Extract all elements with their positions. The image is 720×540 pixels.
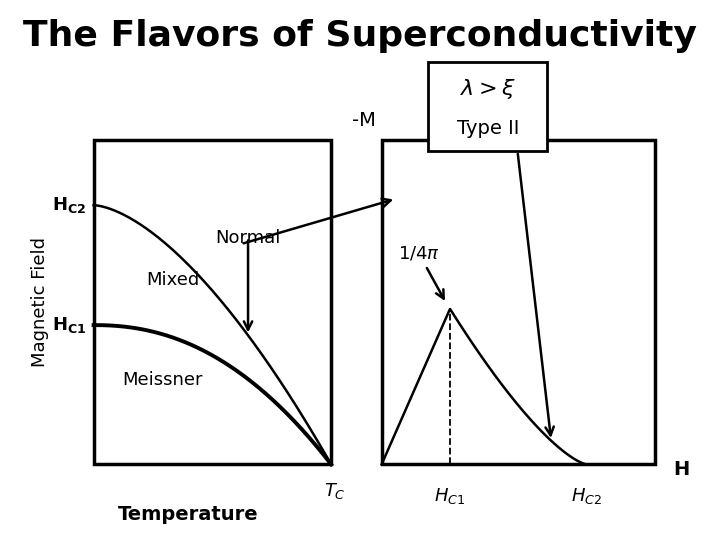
Text: $1/4\pi$: $1/4\pi$	[398, 245, 444, 299]
Text: $T_C$: $T_C$	[324, 481, 346, 501]
Text: The Flavors of Superconductivity: The Flavors of Superconductivity	[23, 19, 697, 53]
Text: Type II: Type II	[456, 119, 519, 138]
Text: Mixed: Mixed	[146, 271, 199, 289]
FancyBboxPatch shape	[428, 62, 547, 151]
Text: $H_{C1}$: $H_{C1}$	[434, 486, 466, 506]
Text: -M: -M	[351, 111, 376, 130]
FancyBboxPatch shape	[382, 140, 655, 464]
Text: Normal: Normal	[215, 228, 281, 247]
Text: $\lambda > \xi$: $\lambda > \xi$	[460, 77, 516, 101]
Text: $\mathbf{H_{C2}}$: $\mathbf{H_{C2}}$	[52, 195, 86, 215]
Text: $\mathbf{H_{C1}}$: $\mathbf{H_{C1}}$	[52, 315, 86, 335]
FancyBboxPatch shape	[94, 140, 331, 464]
Text: Magnetic Field: Magnetic Field	[31, 238, 49, 367]
Text: Meissner: Meissner	[122, 371, 202, 389]
Text: $H_{C2}$: $H_{C2}$	[571, 486, 603, 506]
Text: H: H	[673, 460, 690, 480]
Text: Temperature: Temperature	[118, 505, 259, 524]
